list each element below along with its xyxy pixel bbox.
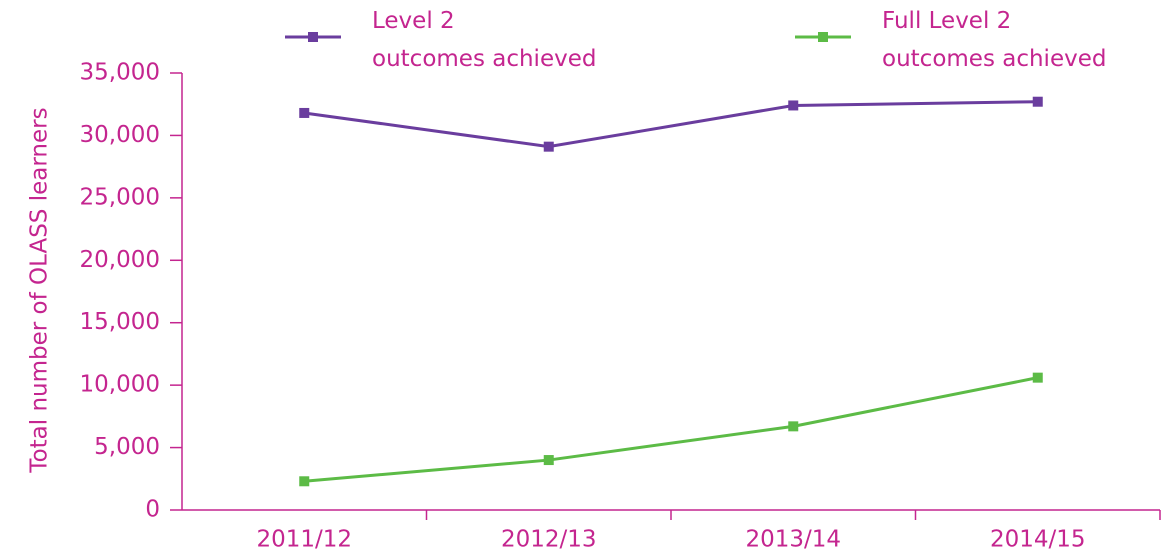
y-tick-label: 15,000 (80, 309, 160, 335)
y-tick-label: 25,000 (80, 184, 160, 210)
legend-label: Full Level 2 outcomes achieved (882, 8, 1107, 72)
data-point (299, 107, 310, 118)
data-point (299, 476, 310, 487)
y-tick-label: 0 (145, 497, 160, 523)
data-point (1032, 96, 1043, 107)
series-line (304, 376, 1039, 483)
y-tick-label: 10,000 (80, 372, 160, 398)
x-tick-label: 2013/14 (745, 527, 841, 553)
data-point (543, 141, 554, 152)
legend-marker (818, 32, 828, 42)
y-tick-label: 20,000 (80, 247, 160, 273)
data-point (1032, 372, 1043, 383)
x-tick-label: 2011/12 (256, 527, 352, 553)
series-line (304, 100, 1038, 149)
y-axis-label: Total number of OLASS learners (27, 107, 53, 473)
legend-marker (308, 32, 318, 42)
data-point (788, 421, 799, 432)
x-tick-label: 2012/13 (501, 527, 597, 553)
y-tick-label: 35,000 (80, 60, 160, 86)
data-point (788, 100, 799, 111)
x-tick-label: 2014/15 (990, 527, 1086, 553)
y-tick-label: 5,000 (94, 434, 160, 460)
legend-label: Level 2 outcomes achieved (372, 8, 597, 72)
data-point (543, 455, 554, 466)
y-tick-label: 30,000 (80, 122, 160, 148)
